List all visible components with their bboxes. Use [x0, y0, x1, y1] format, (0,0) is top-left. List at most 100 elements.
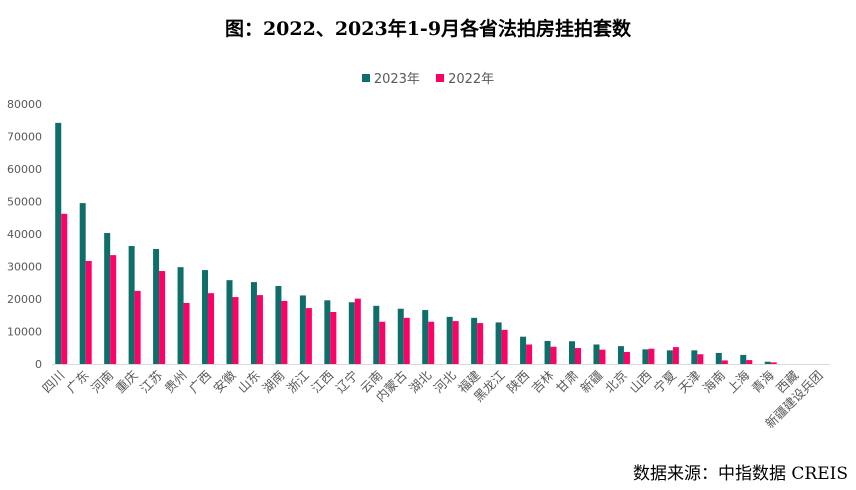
y-tick-label: 60000: [7, 163, 42, 176]
bar-2022年: [746, 360, 753, 364]
bar-2023年: [495, 322, 502, 364]
bar-2022年: [648, 348, 655, 364]
bar-2022年: [134, 290, 141, 364]
bar-2023年: [544, 340, 551, 364]
bar-2023年: [569, 341, 576, 364]
x-tick-label: 甘肃: [553, 368, 581, 396]
bar-2023年: [520, 336, 527, 364]
y-tick-label: 40000: [7, 228, 42, 241]
bar-2023年: [764, 361, 771, 364]
x-tick-label: 海南: [700, 368, 728, 396]
x-tick-label: 吉林: [528, 367, 557, 396]
bar-2023年: [348, 302, 355, 364]
legend-label: 2023年: [373, 72, 420, 87]
legend-item-2022: 2022年: [436, 68, 494, 87]
bar-2022年: [354, 298, 361, 364]
bar-2023年: [250, 282, 257, 364]
bar-2022年: [721, 360, 728, 364]
x-tick-label: 重庆: [112, 367, 141, 396]
y-tick-label: 50000: [7, 196, 42, 209]
x-tick-label: 辽宁: [333, 368, 361, 396]
x-tick-label: 河南: [88, 368, 116, 396]
bar-2022年: [379, 321, 386, 364]
bar-2022年: [305, 308, 312, 364]
legend: 2023年 2022年: [0, 68, 856, 87]
bar-2023年: [422, 310, 429, 364]
y-tick-label: 80000: [7, 98, 42, 111]
x-tick-label: 山东: [235, 368, 263, 396]
x-tick-label: 广东: [64, 368, 92, 396]
x-tick-label: 北京: [602, 368, 630, 396]
y-tick-label: 70000: [7, 131, 42, 144]
x-tick-label: 湖北: [406, 367, 435, 396]
bar-2023年: [153, 248, 160, 364]
bar-2022年: [183, 302, 190, 364]
bar-2023年: [397, 308, 404, 364]
bar-2023年: [104, 233, 111, 364]
legend-swatch: [361, 73, 370, 82]
legend-item-2023: 2023年: [361, 68, 420, 87]
x-tick-label: 浙江: [284, 368, 312, 396]
x-tick-label: 安徽: [210, 367, 239, 396]
legend-label: 2022年: [448, 72, 495, 87]
x-tick-label: 宁夏: [651, 367, 680, 396]
bar-2022年: [232, 297, 239, 364]
bar-2022年: [452, 321, 459, 364]
x-tick-label: 江西: [308, 368, 336, 396]
bar-2023年: [691, 350, 698, 364]
bar-2022年: [256, 295, 263, 364]
bar-2022年: [501, 329, 508, 364]
bar-2022年: [208, 293, 215, 364]
bar-2022年: [85, 260, 92, 364]
legend-swatch: [436, 73, 445, 82]
bar-2023年: [226, 280, 233, 364]
chart-title: 图：2022、2023年1-9月各省法拍房挂拍套数: [224, 18, 632, 40]
bar-2022年: [623, 351, 630, 364]
x-tick-label: 天津: [675, 368, 703, 396]
bar-2022年: [330, 312, 337, 364]
bar-2023年: [740, 354, 747, 364]
bar-2022年: [110, 255, 117, 364]
bar-2023年: [128, 246, 135, 364]
bar-2022年: [403, 317, 410, 364]
bar-2022年: [61, 213, 68, 364]
x-tick-label: 河北: [431, 367, 460, 396]
y-tick-label: 20000: [7, 293, 42, 306]
x-tick-label: 新疆: [577, 368, 605, 396]
x-tick-label: 贵州: [161, 368, 189, 396]
x-tick-label: 上海: [724, 367, 753, 396]
bar-2023年: [55, 122, 62, 364]
bar-2022年: [159, 271, 166, 364]
bar-2023年: [715, 352, 722, 364]
bar-2023年: [446, 316, 453, 364]
bar-2022年: [281, 300, 288, 364]
bar-2023年: [79, 203, 86, 364]
x-tick-label: 青海: [749, 367, 778, 396]
x-tick-label: 江苏: [137, 368, 165, 396]
x-tick-label: 广西: [186, 368, 214, 396]
bar-2023年: [593, 344, 600, 364]
bar-2022年: [477, 323, 484, 364]
x-tick-label: 山西: [626, 368, 654, 396]
bar-2023年: [666, 350, 673, 364]
bar-2023年: [373, 305, 380, 364]
bar-2023年: [471, 317, 478, 364]
x-tick-label: 湖南: [259, 368, 287, 396]
bar-2022年: [672, 347, 679, 364]
bar-2023年: [202, 270, 209, 364]
bar-2022年: [599, 349, 606, 364]
bar-2022年: [526, 344, 533, 364]
y-tick-label: 30000: [7, 261, 42, 274]
bar-2023年: [324, 300, 331, 364]
bar-2023年: [299, 295, 306, 364]
bar-2023年: [275, 286, 282, 364]
y-tick-label: 10000: [7, 326, 42, 339]
bar-2023年: [617, 346, 624, 364]
x-tick-label: 陕西: [504, 368, 532, 396]
bar-2023年: [177, 267, 184, 364]
bar-2022年: [575, 348, 582, 364]
bar-2023年: [642, 349, 649, 364]
bar-2022年: [697, 354, 704, 364]
bar-2022年: [550, 346, 557, 364]
